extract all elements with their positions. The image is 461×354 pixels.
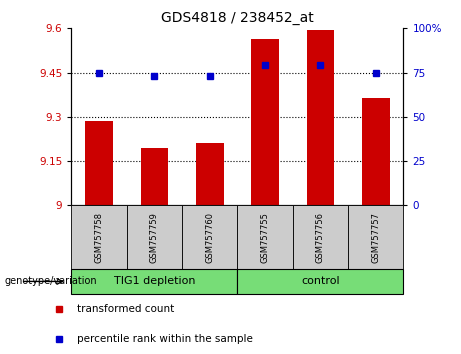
Text: percentile rank within the sample: percentile rank within the sample [77,334,253,344]
Bar [251,39,279,205]
Text: GSM757760: GSM757760 [205,212,214,263]
Text: GSM757755: GSM757755 [260,212,270,263]
Bar [237,269,403,294]
Bar [196,143,224,205]
Bar [85,121,113,205]
Text: GSM757759: GSM757759 [150,212,159,263]
Bar [71,205,127,269]
Bar [348,205,403,269]
Text: GSM757757: GSM757757 [371,212,380,263]
Text: control: control [301,276,340,286]
Title: GDS4818 / 238452_at: GDS4818 / 238452_at [161,11,314,24]
Bar [307,30,334,205]
Bar [362,98,390,205]
Bar [293,205,348,269]
Text: TIG1 depletion: TIG1 depletion [114,276,195,286]
Bar [141,148,168,205]
Text: transformed count: transformed count [77,304,174,314]
Text: genotype/variation: genotype/variation [5,276,97,286]
Bar [237,205,293,269]
Text: GSM757758: GSM757758 [95,212,104,263]
Bar [182,205,237,269]
Bar [71,269,237,294]
Text: GSM757756: GSM757756 [316,212,325,263]
Bar [127,205,182,269]
